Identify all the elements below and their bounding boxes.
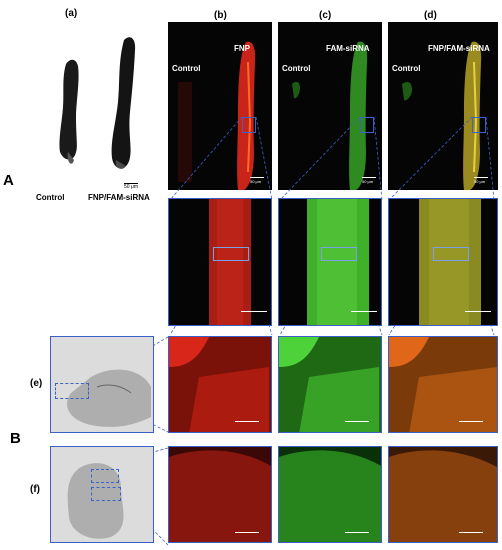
scale-bar-line-c [362, 177, 376, 178]
panel-d-control-label: Control [392, 64, 421, 73]
panel-f-red-scale [235, 532, 259, 533]
panel-e-green [278, 336, 382, 433]
hair-grayscale-image [59, 37, 136, 169]
panel-e-zoom-box [55, 383, 89, 399]
microscopy-e-green [279, 337, 381, 432]
panel-e-red-scale [235, 421, 259, 422]
zoom-image-merged [419, 199, 481, 325]
panel-f-merged-scale [459, 532, 483, 533]
scale-bar-label-c: 50 μm [362, 179, 374, 184]
microscopy-e-red [169, 337, 271, 432]
panel-f-green-scale [345, 532, 369, 533]
panel-e-merged-scale [459, 421, 483, 422]
panel-b-fnp: FNP Control 50 μm [168, 22, 272, 190]
panel-d-zoom-box [472, 117, 486, 133]
scale-bar-line-b [250, 177, 264, 178]
microscopy-f-red [169, 447, 271, 542]
label-c: (c) [319, 10, 332, 21]
microscopy-f-merged [389, 447, 497, 542]
panel-f-zoom-box [91, 469, 119, 483]
microscopy-f-green [279, 447, 381, 542]
zoom-panel-green-scale [351, 311, 377, 312]
label-b: (b) [214, 10, 227, 21]
panel-d-title: FNP/FAM-siRNA [428, 44, 490, 53]
zoom-panel-green-box [321, 247, 357, 261]
fluorescence-image-red [178, 41, 256, 190]
panel-c-title: FAM-siRNA [326, 44, 370, 53]
label-d: (d) [424, 10, 437, 21]
panel-f-merged [388, 446, 498, 543]
panel-c-fam-sirna: FAM-siRNA Control 50 μm [278, 22, 382, 190]
label-f: (f) [30, 484, 40, 495]
panel-e-red [168, 336, 272, 433]
grayscale-hair-panel [30, 22, 160, 192]
scale-bar-line-d [474, 177, 488, 178]
grayscale-label-fnp-fam-sirna: FNP/FAM-siRNA [88, 193, 150, 202]
scale-bar-label-a: 50 μm [124, 184, 138, 190]
microscopy-e-merged [389, 337, 497, 432]
zoom-panel-green [278, 198, 382, 326]
section-label-B: B [10, 430, 21, 447]
scale-bar-label-b: 50 μm [250, 179, 262, 184]
scale-bar-line-a [124, 183, 138, 184]
panel-b-zoom-box [242, 117, 256, 133]
panel-e-merged [388, 336, 498, 433]
panel-f-red [168, 446, 272, 543]
panel-b-control-label: Control [172, 64, 201, 73]
panel-b-title: FNP [234, 44, 250, 53]
zoom-panel-merged [388, 198, 498, 326]
panel-c-control-label: Control [282, 64, 311, 73]
panel-f-zoom-box-2 [91, 487, 121, 501]
panel-d-fnp-fam-sirna: FNP/FAM-siRNA Control 50 μm [388, 22, 498, 190]
panel-f-green [278, 446, 382, 543]
label-a: (a) [65, 8, 78, 19]
zoom-panel-merged-scale [465, 311, 491, 312]
grayscale-label-control: Control [36, 193, 65, 202]
panel-f-brightfield [50, 446, 154, 543]
zoom-image-red [209, 199, 251, 325]
panel-e-green-scale [345, 421, 369, 422]
label-e: (e) [30, 378, 43, 389]
panel-c-zoom-box [360, 117, 374, 133]
zoom-panel-red [168, 198, 272, 326]
section-label-A: A [3, 172, 14, 189]
panel-e-brightfield [50, 336, 154, 433]
zoom-image-green [307, 199, 369, 325]
zoom-panel-red-box [213, 247, 249, 261]
zoom-panel-merged-box [433, 247, 469, 261]
scale-bar-label-d: 50 μm [474, 179, 486, 184]
zoom-panel-red-scale [241, 311, 267, 312]
